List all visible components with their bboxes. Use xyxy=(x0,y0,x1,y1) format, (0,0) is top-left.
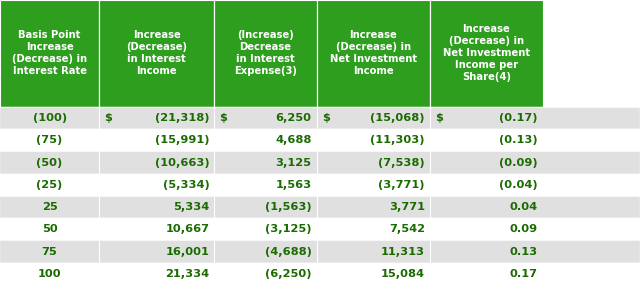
Text: 0.17: 0.17 xyxy=(509,269,538,279)
Text: (3,125): (3,125) xyxy=(265,224,312,234)
Text: 21,334: 21,334 xyxy=(165,269,209,279)
Text: Increase
(Decrease)
in Interest
Income: Increase (Decrease) in Interest Income xyxy=(126,30,188,76)
Bar xyxy=(430,0,543,107)
Bar xyxy=(0,129,640,151)
Bar xyxy=(0,263,640,285)
Text: 11,313: 11,313 xyxy=(381,247,425,256)
Text: Increase
(Decrease) in
Net Investment
Income per
Share(4): Increase (Decrease) in Net Investment In… xyxy=(443,25,530,82)
Text: 0.04: 0.04 xyxy=(509,202,538,212)
Text: (Increase)
Decrease
in Interest
Expense(3): (Increase) Decrease in Interest Expense(… xyxy=(234,30,297,76)
Text: $: $ xyxy=(435,113,443,123)
Text: (6,250): (6,250) xyxy=(265,269,312,279)
Text: 50: 50 xyxy=(42,224,58,234)
Text: 0.09: 0.09 xyxy=(509,224,538,234)
Text: 6,250: 6,250 xyxy=(276,113,312,123)
Text: 4,688: 4,688 xyxy=(275,135,312,145)
Text: (15,068): (15,068) xyxy=(371,113,425,123)
Text: Increase
(Decrease) in
Net Investment
Income: Increase (Decrease) in Net Investment In… xyxy=(330,30,417,76)
Text: (3,771): (3,771) xyxy=(378,180,425,190)
Text: (10,663): (10,663) xyxy=(155,158,209,168)
Text: 25: 25 xyxy=(42,202,58,212)
Text: Basis Point
Increase
(Decrease) in
Interest Rate: Basis Point Increase (Decrease) in Inter… xyxy=(12,30,87,76)
Bar xyxy=(0,218,640,241)
Text: (1,563): (1,563) xyxy=(265,202,312,212)
Bar xyxy=(214,0,317,107)
Bar xyxy=(317,0,430,107)
Text: (21,318): (21,318) xyxy=(155,113,209,123)
Text: (15,991): (15,991) xyxy=(155,135,209,145)
Text: (25): (25) xyxy=(36,180,63,190)
Text: 15,084: 15,084 xyxy=(381,269,425,279)
Text: 16,001: 16,001 xyxy=(165,247,209,256)
Text: 75: 75 xyxy=(42,247,58,256)
Text: (50): (50) xyxy=(36,158,63,168)
Text: 3,771: 3,771 xyxy=(389,202,425,212)
Bar xyxy=(0,151,640,174)
Bar xyxy=(99,0,214,107)
Text: (75): (75) xyxy=(36,135,63,145)
Bar xyxy=(0,174,640,196)
Text: (100): (100) xyxy=(33,113,67,123)
Text: 0.13: 0.13 xyxy=(509,247,538,256)
Text: $: $ xyxy=(220,113,227,123)
Text: (0.04): (0.04) xyxy=(499,180,538,190)
Text: 3,125: 3,125 xyxy=(276,158,312,168)
Text: 100: 100 xyxy=(38,269,61,279)
Bar xyxy=(0,196,640,218)
Text: (0.09): (0.09) xyxy=(499,158,538,168)
Text: 7,542: 7,542 xyxy=(389,224,425,234)
Text: $: $ xyxy=(104,113,112,123)
Text: 1,563: 1,563 xyxy=(276,180,312,190)
Bar xyxy=(0,241,640,263)
Text: (5,334): (5,334) xyxy=(163,180,209,190)
Bar xyxy=(0,0,99,107)
Text: 10,667: 10,667 xyxy=(165,224,209,234)
Text: (4,688): (4,688) xyxy=(265,247,312,256)
Text: (0.13): (0.13) xyxy=(499,135,538,145)
Bar xyxy=(0,107,640,129)
Text: 5,334: 5,334 xyxy=(173,202,209,212)
Text: $: $ xyxy=(322,113,330,123)
Text: (7,538): (7,538) xyxy=(378,158,425,168)
Text: (0.17): (0.17) xyxy=(499,113,538,123)
Text: (11,303): (11,303) xyxy=(371,135,425,145)
